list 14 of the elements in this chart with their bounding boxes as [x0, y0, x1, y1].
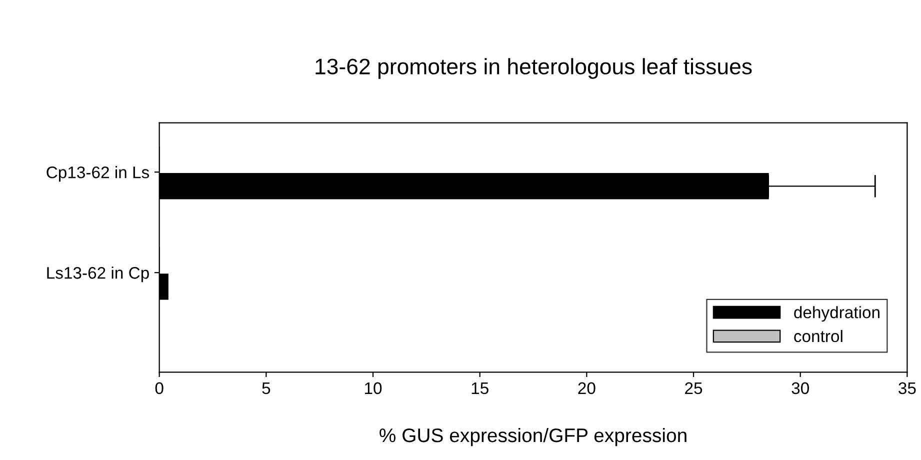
- y-tick-label: Cp13-62 in Ls: [46, 166, 150, 182]
- x-tick-label: 0: [155, 382, 164, 394]
- x-axis-title: % GUS expression/GFP expression: [380, 428, 686, 446]
- legend-label: dehydration: [794, 306, 880, 322]
- legend-label: control: [794, 330, 842, 342]
- x-tick-label: 35: [898, 382, 916, 394]
- x-tick-label: 25: [685, 382, 702, 394]
- x-tick-label: 15: [472, 382, 488, 394]
- chart-title: 13-62 promoters in heterologous leaf tissues: [316, 58, 752, 79]
- x-tick-label: 30: [792, 382, 809, 394]
- x-tick-label: 20: [578, 382, 596, 394]
- x-tick-label: 10: [365, 382, 382, 394]
- x-tick-label: 5: [262, 382, 270, 394]
- y-tick-label: Ls13-62 in Cp: [47, 266, 149, 282]
